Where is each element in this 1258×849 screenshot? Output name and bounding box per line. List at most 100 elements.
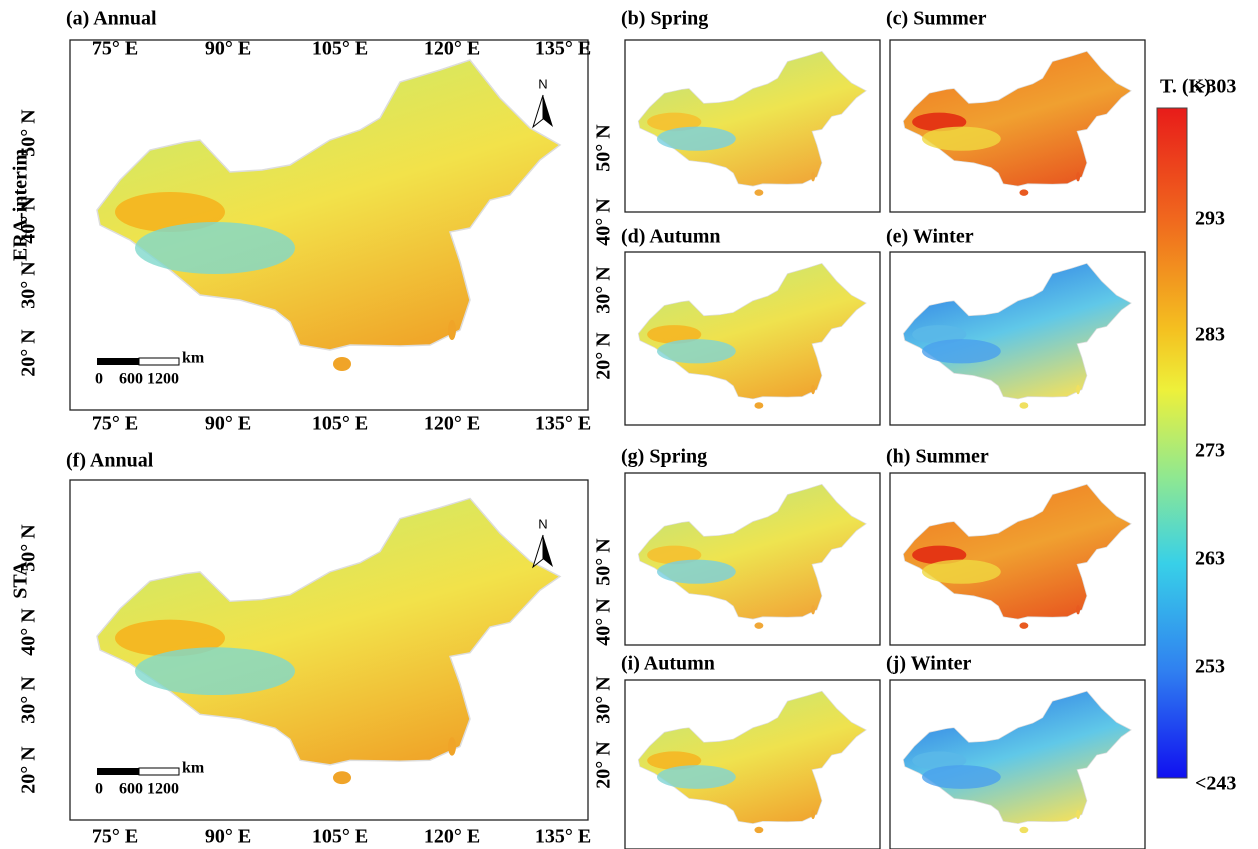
tarim-basin bbox=[115, 619, 225, 657]
panel-label: (i) Autumn bbox=[621, 653, 715, 675]
scale-label: 600 1200 bbox=[119, 781, 179, 798]
scale-label: 600 1200 bbox=[119, 371, 179, 388]
north-arrow bbox=[543, 95, 553, 127]
country-shape bbox=[637, 483, 867, 620]
country-shape bbox=[902, 50, 1132, 187]
panel-label: (g) Spring bbox=[621, 446, 707, 468]
taiwan bbox=[811, 384, 816, 395]
country-shape bbox=[637, 262, 867, 400]
colorbar-label: <243 bbox=[1195, 773, 1236, 795]
taiwan bbox=[811, 172, 816, 182]
tibet-plateau bbox=[921, 559, 1001, 584]
tarim-basin bbox=[647, 112, 702, 132]
latitude-label: 50° N bbox=[593, 124, 615, 172]
longitude-label: 75° E bbox=[92, 38, 138, 60]
longitude-label: 120° E bbox=[424, 413, 480, 435]
scale-bar bbox=[138, 767, 180, 776]
longitude-label: 75° E bbox=[92, 826, 138, 848]
tibet-plateau bbox=[656, 765, 736, 789]
longitude-label: 90° E bbox=[205, 38, 251, 60]
scale-unit: km bbox=[182, 350, 205, 367]
north-label: N bbox=[538, 76, 547, 91]
panel-label: (b) Spring bbox=[621, 8, 708, 30]
tibet-plateau bbox=[656, 126, 736, 151]
hainan bbox=[754, 826, 764, 834]
map bbox=[96, 497, 562, 785]
latitude-label: 20° N bbox=[18, 746, 40, 794]
taiwan bbox=[811, 605, 816, 615]
hainan bbox=[333, 771, 351, 785]
tarim-basin bbox=[647, 545, 702, 565]
tarim-basin bbox=[647, 751, 702, 770]
latitude-label: 50° N bbox=[18, 524, 40, 572]
latitude-label: 30° N bbox=[18, 261, 40, 309]
longitude-label: 135° E bbox=[535, 413, 591, 435]
tarim-basin bbox=[912, 751, 967, 770]
taiwan bbox=[811, 809, 816, 820]
latitude-label: 50° N bbox=[18, 109, 40, 157]
latitude-label: 40° N bbox=[18, 608, 40, 656]
scale-bar bbox=[138, 357, 180, 366]
colorbar-label: 293 bbox=[1195, 208, 1225, 230]
panel-label: (f) Annual bbox=[66, 450, 154, 472]
longitude-label: 90° E bbox=[205, 826, 251, 848]
colorbar-label: >303 bbox=[1195, 76, 1236, 98]
country-shape bbox=[902, 483, 1132, 620]
hainan bbox=[1019, 622, 1029, 629]
map bbox=[902, 50, 1132, 196]
tarim-basin bbox=[912, 325, 967, 344]
tibet-plateau bbox=[656, 339, 736, 364]
map bbox=[637, 483, 867, 629]
row-label: ERA-interim bbox=[10, 149, 32, 262]
hainan bbox=[754, 189, 764, 196]
map bbox=[902, 483, 1132, 629]
scale-bar bbox=[97, 768, 139, 775]
map bbox=[637, 50, 867, 196]
longitude-label: 120° E bbox=[424, 38, 480, 60]
north-arrow bbox=[543, 535, 553, 567]
row-label: STA bbox=[10, 561, 32, 599]
country-shape bbox=[902, 690, 1132, 824]
panel-label: (a) Annual bbox=[66, 8, 157, 30]
country-shape bbox=[96, 497, 562, 766]
longitude-label: 135° E bbox=[535, 826, 591, 848]
panel-label: (e) Winter bbox=[886, 226, 974, 248]
colorbar-label: 263 bbox=[1195, 548, 1225, 570]
tarim-basin bbox=[115, 192, 225, 232]
longitude-label: 105° E bbox=[312, 826, 368, 848]
hainan bbox=[333, 357, 351, 371]
latitude-label: 40° N bbox=[593, 198, 615, 246]
tarim-basin bbox=[647, 325, 702, 344]
hainan bbox=[1019, 402, 1029, 409]
map bbox=[902, 262, 1132, 409]
map bbox=[637, 262, 867, 409]
latitude-label: 30° N bbox=[18, 676, 40, 724]
taiwan bbox=[1076, 384, 1081, 395]
longitude-label: 135° E bbox=[535, 38, 591, 60]
longitude-label: 75° E bbox=[92, 413, 138, 435]
country-shape bbox=[637, 50, 867, 187]
latitude-label: 20° N bbox=[18, 329, 40, 377]
longitude-label: 120° E bbox=[424, 826, 480, 848]
taiwan bbox=[1076, 809, 1081, 820]
latitude-label: 40° N bbox=[593, 598, 615, 646]
colorbar bbox=[1156, 107, 1188, 779]
colorbar-label: 283 bbox=[1195, 324, 1225, 346]
tibet-plateau bbox=[921, 765, 1001, 789]
taiwan bbox=[448, 737, 456, 756]
colorbar-labels: >303 293 283 273 263 253 <243 bbox=[1195, 76, 1236, 795]
hainan bbox=[754, 622, 764, 629]
hainan bbox=[754, 402, 764, 409]
scale-unit: km bbox=[182, 760, 205, 777]
country-shape bbox=[902, 262, 1132, 400]
longitude-label: 105° E bbox=[312, 38, 368, 60]
map bbox=[637, 690, 867, 834]
latitude-label: 20° N bbox=[593, 741, 615, 789]
country-shape bbox=[96, 59, 562, 351]
latitude-label: 30° N bbox=[593, 676, 615, 724]
colorbar-label: 273 bbox=[1195, 440, 1225, 462]
latitude-label: 30° N bbox=[593, 266, 615, 314]
scale-label: 0 bbox=[95, 371, 103, 388]
colorbar-label: 253 bbox=[1195, 656, 1225, 678]
